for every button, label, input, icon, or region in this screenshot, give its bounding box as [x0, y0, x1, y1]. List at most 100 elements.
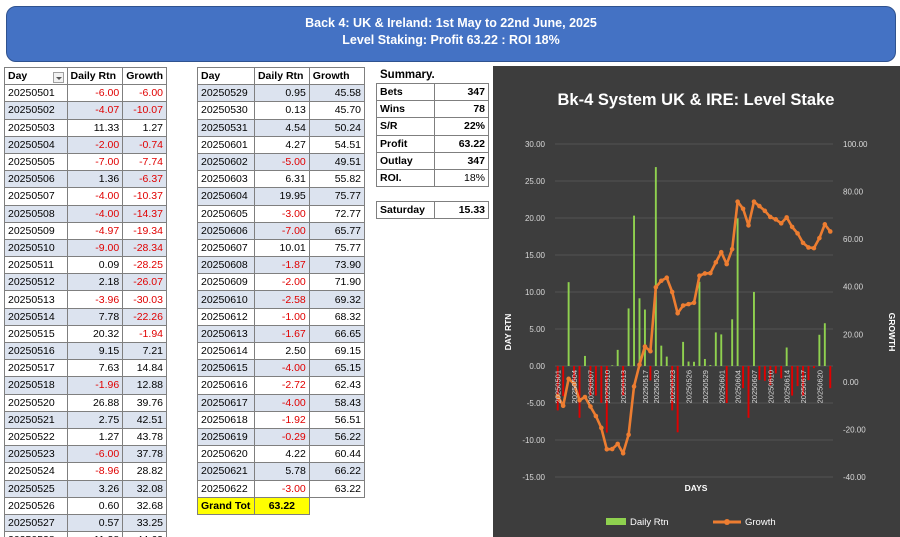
summary-value: 22% [434, 117, 489, 136]
daily-results-table-right: Day Daily Rtn Growth 20250529 0.95 45.58 20… [197, 66, 366, 515]
summary-value: 78 [434, 100, 489, 119]
daily-rtn-bar [763, 366, 766, 381]
growth-cell: 44.63 [122, 531, 167, 537]
table-row: 20250620 4.22 60.44 [197, 445, 366, 464]
day-cell: 20250522 [4, 427, 68, 447]
daily-rtn-bar [671, 366, 674, 411]
x-tick-label: 20250526 [685, 370, 694, 403]
daily-rtn-cell: 11.33 [66, 118, 124, 137]
daily-rtn-cell: -4.07 [66, 101, 124, 120]
daily-rtn-cell: -2.00 [253, 273, 310, 292]
daily-rtn-bar [731, 319, 734, 366]
growth-cell: 68.32 [308, 307, 366, 326]
daily-rtn-cell: 7.78 [66, 307, 124, 326]
daily-rtn-bar [823, 323, 826, 366]
growth-point [800, 240, 806, 246]
growth-point [757, 203, 762, 209]
growth-cell: 43.78 [122, 427, 167, 447]
day-cell: 20250529 [197, 84, 255, 103]
x-tick-label: 20250504 [570, 370, 579, 403]
day-cell: 20250505 [4, 152, 68, 172]
day-cell: 20250520 [4, 393, 68, 412]
growth-cell: 32.68 [122, 496, 167, 515]
y-axis-label: DAY RTN [503, 314, 513, 351]
growth-point [713, 260, 719, 265]
growth-cell: -30.03 [122, 290, 167, 309]
growth-point [773, 217, 779, 222]
daily-rtn-bar [622, 366, 625, 396]
growth-cell: 71.90 [308, 273, 366, 292]
day-cell: 20250527 [4, 513, 68, 533]
y-tick-label: 20.00 [525, 214, 546, 223]
daily-rtn-cell: 0.09 [66, 256, 124, 275]
daily-rtn-bar [769, 366, 772, 386]
daily-rtn-cell: 9.15 [66, 341, 124, 361]
table-row: 20250510 -9.00 -28.34 [4, 238, 167, 258]
growth-cell: 45.70 [308, 101, 366, 120]
table-row: 20250508 -4.00 -14.37 [4, 204, 167, 223]
summary-value: 18% [434, 168, 489, 188]
daily-rtn-bar [807, 366, 810, 381]
growth-cell: 28.82 [122, 462, 167, 481]
growth-point [789, 224, 795, 230]
table-row: 20250512 2.18 -26.07 [4, 273, 167, 292]
table-row: 20250522 1.27 43.78 [4, 427, 167, 447]
y-tick-label: -10.00 [522, 436, 545, 445]
daily-rtn-bar [643, 309, 646, 366]
column-header-day[interactable]: Day [4, 66, 68, 86]
y-tick-label: 10.00 [525, 288, 546, 297]
growth-cell: 73.90 [308, 256, 366, 275]
growth-cell: 69.32 [308, 290, 366, 309]
daily-rtn-cell: 0.57 [66, 513, 124, 533]
growth-cell: 72.77 [308, 204, 366, 223]
daily-rtn-cell: 2.75 [66, 410, 124, 429]
day-cell: 20250506 [4, 170, 68, 189]
saturday-row: Saturday 15.33 [376, 200, 489, 220]
growth-cell: 66.65 [308, 324, 366, 344]
table-row: 20250517 7.63 14.84 [4, 359, 167, 378]
day-cell: 20250516 [4, 341, 68, 361]
filter-dropdown-icon[interactable] [52, 71, 64, 83]
growth-point [555, 393, 561, 399]
day-cell: 20250518 [4, 376, 68, 395]
growth-cell: 39.76 [122, 393, 167, 412]
daily-rtn-cell: -2.58 [253, 290, 310, 309]
daily-rtn-cell: -9.00 [66, 238, 124, 258]
summary-label: Profit [376, 134, 435, 153]
day-cell: 20250513 [4, 290, 68, 309]
growth-point [697, 273, 702, 279]
x-tick-label: 20250501 [554, 370, 563, 403]
growth-point [588, 404, 593, 409]
day-cell: 20250621 [197, 462, 255, 481]
table-row: 20250619 -0.29 56.22 [197, 427, 366, 447]
day-cell: 20250610 [197, 290, 255, 309]
daily-rtn-cell: -7.00 [253, 221, 310, 240]
y-tick-label: 25.00 [525, 177, 546, 186]
growth-point [664, 275, 670, 281]
summary-row: Outlay 347 [376, 151, 489, 170]
daily-rtn-cell: -3.00 [253, 204, 310, 223]
table-row: 20250604 19.95 75.77 [197, 187, 366, 206]
summary-label: Wins [376, 100, 435, 119]
growth-cell: -7.74 [122, 152, 167, 172]
day-cell: 20250521 [4, 410, 68, 429]
day-cell: 20250517 [4, 359, 68, 378]
grand-total-value: 63.22 [253, 496, 310, 515]
daily-rtn-bar [812, 366, 815, 369]
table-row: 20250509 -4.97 -19.34 [4, 221, 167, 240]
daily-rtn-cell: -1.87 [253, 256, 310, 275]
day-cell: 20250524 [4, 462, 68, 481]
growth-cell: 14.84 [122, 359, 167, 378]
combo-chart: Bk-4 System UK & IRE: Level Stake -15.00… [493, 66, 900, 537]
growth-point [566, 376, 571, 382]
growth-cell: 65.77 [308, 221, 366, 240]
daily-rtn-cell: 20.32 [66, 324, 124, 344]
daily-rtn-cell: 2.18 [66, 273, 124, 292]
daily-rtn-cell: 0.13 [253, 101, 310, 120]
table-row: 20250521 2.75 42.51 [4, 410, 167, 429]
x-tick-label: 20250607 [750, 370, 759, 403]
growth-point [686, 301, 691, 307]
day-cell: 20250614 [197, 341, 255, 361]
day-cell: 20250609 [197, 273, 255, 292]
daily-rtn-cell: 11.38 [66, 531, 124, 537]
